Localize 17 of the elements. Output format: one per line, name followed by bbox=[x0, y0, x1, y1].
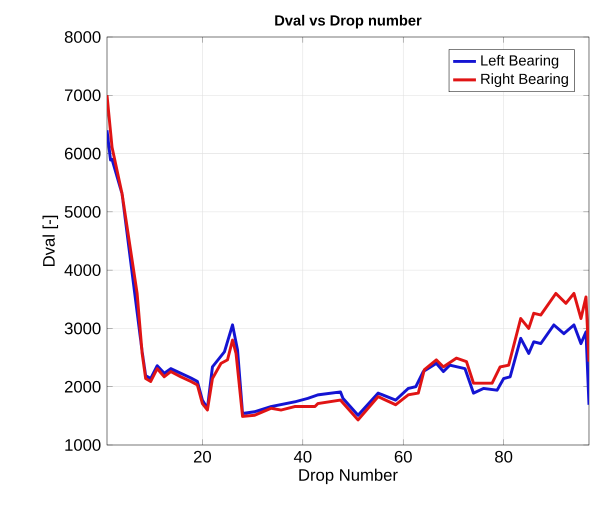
y-tick-label: 8000 bbox=[64, 31, 101, 43]
x-tick-label: 60 bbox=[394, 450, 412, 463]
y-tick-label: 1000 bbox=[65, 439, 101, 451]
y-tick-label: 6000 bbox=[64, 148, 101, 160]
x-tick-label: 40 bbox=[294, 450, 312, 463]
y-axis-title: Dval [-] bbox=[42, 216, 58, 266]
x-tick-label: 20 bbox=[194, 450, 212, 463]
y-tick-label: 4000 bbox=[64, 264, 101, 276]
x-axis-title: Drop Number bbox=[299, 468, 398, 484]
legend-label: Left Bearing bbox=[481, 54, 558, 68]
y-tick-label: 3000 bbox=[64, 322, 101, 334]
legend-label: Right Bearing bbox=[481, 73, 568, 87]
y-tick-label: 5000 bbox=[64, 206, 101, 218]
x-tick-label: 80 bbox=[495, 450, 512, 463]
chart-title: Dval vs Drop number bbox=[275, 14, 422, 28]
y-tick-label: 7000 bbox=[64, 89, 101, 102]
y-tick-label: 2000 bbox=[64, 380, 101, 393]
